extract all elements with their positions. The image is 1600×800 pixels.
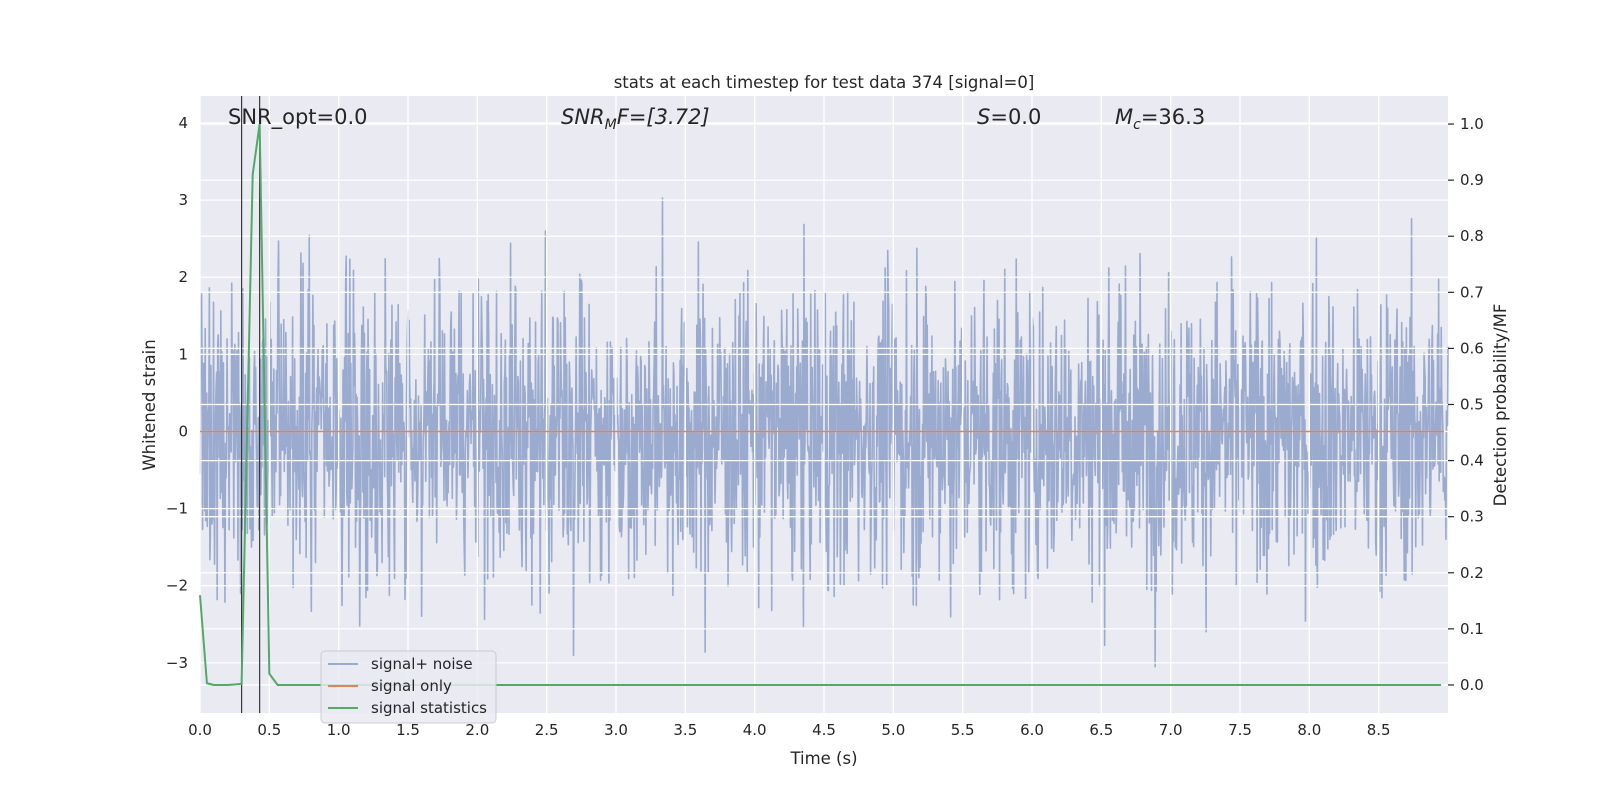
y-right-tick-label: 0.3 — [1460, 508, 1484, 526]
y-right-tick-label: 0.7 — [1460, 283, 1484, 301]
x-tick-label: 3.5 — [673, 721, 697, 739]
y-left-ticks: −3 −2 −1 0 1 2 3 4 — [166, 114, 188, 672]
legend-label-signal: signal only — [371, 677, 452, 695]
x-tick-label: 6.5 — [1089, 721, 1113, 739]
y-right-tick-label: 0.6 — [1460, 339, 1484, 357]
chart-title: stats at each timestep for test data 374… — [614, 73, 1035, 92]
x-tick-label: 4.5 — [812, 721, 836, 739]
y-right-axis-label: Detection probability/MF — [1491, 304, 1510, 507]
x-ticks: 0.0 0.5 1.0 1.5 2.0 2.5 3.0 3.5 4.0 4.5 5.0 5.5 6.0 6… — [188, 721, 1391, 739]
y-left-axis-label: Whitened strain — [140, 339, 159, 470]
y-right-tick-label: 0.1 — [1460, 620, 1484, 638]
x-tick-label: 5.5 — [951, 721, 975, 739]
x-tick-label: 0.5 — [257, 721, 281, 739]
mc-tail: =36.3 — [1141, 105, 1205, 129]
y-right-tick-label: 0.9 — [1460, 171, 1484, 189]
legend: signal+ noise signal only signal statist… — [320, 650, 497, 724]
y-right-tick-label: 0.8 — [1460, 227, 1484, 245]
x-tick-label: 2.5 — [535, 721, 559, 739]
y-left-tick-label: 3 — [178, 191, 188, 209]
annotation-snr-mf: SNRMF=[3.72] — [561, 105, 710, 133]
y-left-tick-label: 1 — [178, 345, 188, 363]
x-tick-label: 0.0 — [188, 721, 212, 739]
y-right-tick-label: 0.4 — [1460, 452, 1484, 470]
x-tick-label: 3.0 — [604, 721, 628, 739]
s-main: S — [977, 105, 990, 129]
legend-label-statistics: signal statistics — [371, 699, 487, 717]
snr-mf-sub: M — [605, 117, 617, 133]
snr-mf-main: SNR — [561, 105, 605, 129]
snr-mf-tail: F=[3.72] — [617, 105, 710, 129]
y-left-tick-label: 4 — [178, 114, 188, 132]
x-tick-label: 5.0 — [881, 721, 905, 739]
y-right-ticks: 0.0 0.1 0.2 0.3 0.4 0.5 0.6 0.7 0.8 0.9 1.0 — [1448, 115, 1484, 694]
annotation-s: S=0.0 — [977, 105, 1041, 129]
annotation-mc: Mc=36.3 — [1115, 105, 1205, 133]
statistics-line — [199, 123, 1442, 686]
x-tick-label: 8.0 — [1297, 721, 1321, 739]
statistics-series — [199, 123, 1442, 686]
vertical-markers — [241, 96, 261, 713]
y-left-tick-label: −1 — [166, 500, 188, 518]
y-left-tick-label: −2 — [166, 577, 188, 595]
y-right-tick-label: 0.5 — [1460, 396, 1484, 414]
legend-box — [320, 650, 497, 724]
x-tick-label: 7.5 — [1228, 721, 1252, 739]
mc-main: M — [1115, 105, 1133, 129]
x-tick-label: 7.0 — [1159, 721, 1183, 739]
y-left-tick-label: 0 — [178, 422, 188, 440]
s-tail: =0.0 — [990, 105, 1041, 129]
legend-label-noise: signal+ noise — [371, 655, 473, 673]
x-tick-label: 1.5 — [396, 721, 420, 739]
x-tick-label: 2.0 — [465, 721, 489, 739]
x-tick-label: 8.5 — [1367, 721, 1391, 739]
annotation-snr-opt: SNR_opt=0.0 — [228, 105, 368, 130]
y-left-tick-label: 2 — [178, 268, 188, 286]
y-right-tick-label: 0.0 — [1460, 676, 1484, 694]
x-axis-label: Time (s) — [789, 749, 857, 768]
mc-sub: c — [1133, 117, 1141, 133]
y-right-tick-label: 0.2 — [1460, 564, 1484, 582]
x-tick-label: 4.0 — [743, 721, 767, 739]
x-tick-label: 1.0 — [327, 721, 351, 739]
y-right-tick-label: 1.0 — [1460, 115, 1484, 133]
x-tick-label: 6.0 — [1020, 721, 1044, 739]
y-left-tick-label: −3 — [166, 654, 188, 672]
